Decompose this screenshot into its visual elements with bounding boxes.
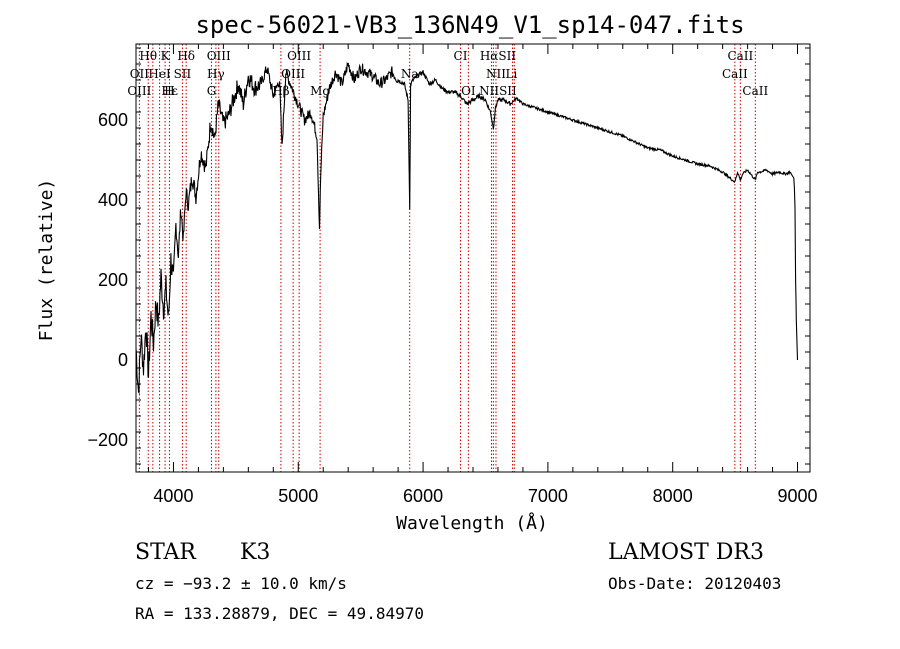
x-tick-label: 9000 xyxy=(777,486,817,506)
redshift-cz: cz = −93.2 ± 10.0 km/s xyxy=(135,574,347,593)
y-tick-label: −200 xyxy=(87,430,128,450)
line-label: H xyxy=(164,84,174,98)
line-label: Hγ xyxy=(207,67,225,81)
x-tick-label: 7000 xyxy=(528,486,568,506)
line-label: NIISII xyxy=(479,84,517,98)
line-label: CaII xyxy=(742,84,768,98)
line-label: Hε xyxy=(161,84,178,98)
line-label: CaII xyxy=(722,67,748,81)
chart-title: spec-56021-VB3_136N49_V1_sp14-047.fits xyxy=(195,11,744,39)
survey-name: LAMOST DR3 xyxy=(608,540,764,565)
line-label: CI xyxy=(454,49,468,63)
object-subclass: K3 xyxy=(240,540,271,565)
x-axis: 4000 5000 6000 7000 8000 9000 xyxy=(147,44,818,506)
line-label: Hθ xyxy=(139,49,157,63)
line-label: Hδ xyxy=(177,49,195,63)
line-label: NII xyxy=(486,67,506,81)
line-label: OIII xyxy=(127,84,151,98)
object-class: STAR xyxy=(135,540,196,565)
y-axis-label: Flux (relative) xyxy=(36,179,57,342)
line-marks-group xyxy=(138,44,756,472)
y-tick-label: 400 xyxy=(98,190,128,210)
line-label: OII xyxy=(130,67,150,81)
line-label: OIII xyxy=(207,49,231,63)
line-label: SII xyxy=(174,67,192,81)
line-label: CaII xyxy=(727,49,753,63)
y-tick-label: 0 xyxy=(118,350,128,370)
line-label: Mg xyxy=(310,84,330,98)
flux-series-line xyxy=(135,61,799,395)
x-tick-label: 6000 xyxy=(403,486,443,506)
x-tick-label: 4000 xyxy=(153,486,193,506)
y-tick-label: 600 xyxy=(98,110,128,130)
y-axis: −200 0 200 400 600 xyxy=(87,47,810,465)
line-label: K xyxy=(161,49,171,63)
plot-frame xyxy=(135,43,811,473)
line-label: OI xyxy=(461,84,476,98)
line-label: HeI xyxy=(148,67,171,81)
observation-date: Obs-Date: 20120403 xyxy=(608,574,782,593)
line-label: G xyxy=(207,84,217,98)
x-tick-label: 8000 xyxy=(653,486,693,506)
x-tick-label: 5000 xyxy=(278,486,318,506)
line-label: HαSII xyxy=(480,49,517,63)
x-axis-label: Wavelength (Å) xyxy=(396,512,548,534)
coordinates: RA = 133.28879, DEC = 49.84970 xyxy=(135,604,424,623)
y-tick-label: 200 xyxy=(98,270,128,290)
line-label: OIII xyxy=(287,49,311,63)
line-label: Na xyxy=(401,67,419,81)
line-labels-group: Hθ K Hδ OIII OIII CI HαSII CaII OII HeI SII Hγ OIII N… xyxy=(127,49,768,98)
line-label: Li xyxy=(506,67,518,81)
line-label: OIII xyxy=(281,67,305,81)
